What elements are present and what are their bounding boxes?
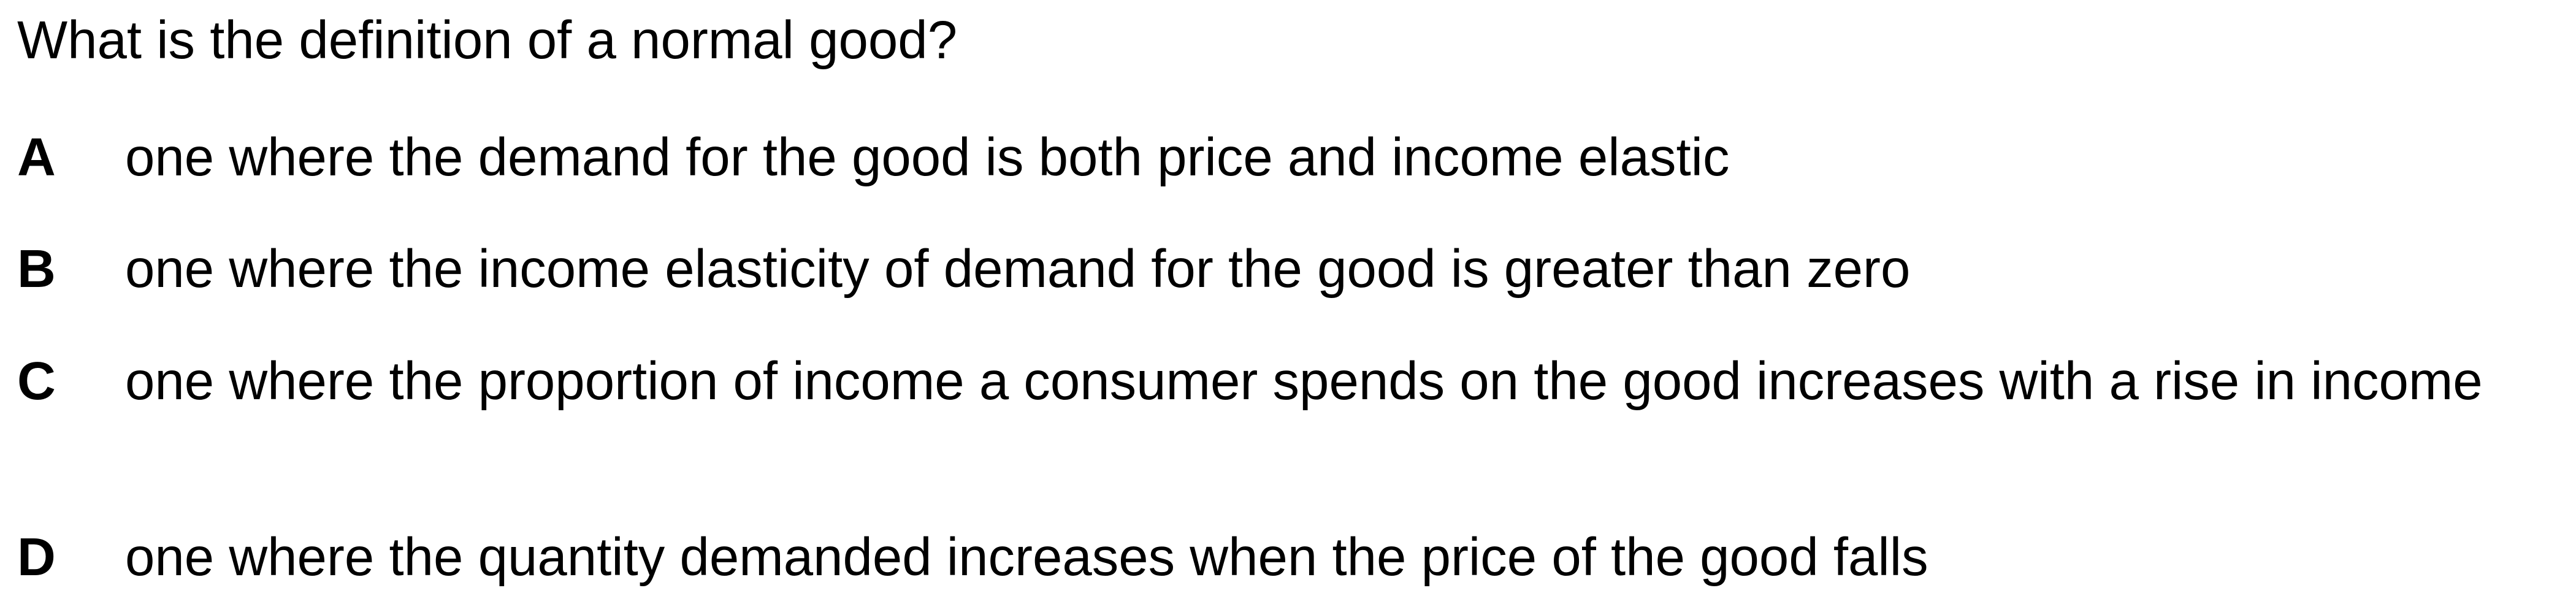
- question-text: What is the definition of a normal good?: [17, 10, 958, 70]
- option-text: one where the demand for the good is bot…: [125, 128, 1730, 187]
- option-letter: B: [17, 239, 56, 299]
- option-text: one where the proportion of income a con…: [125, 351, 2483, 411]
- option-text: one where the quantity demanded increase…: [125, 527, 1928, 587]
- option-letter: C: [17, 351, 56, 411]
- option-text: one where the income elasticity of deman…: [125, 239, 1911, 299]
- option-letter: A: [17, 128, 56, 187]
- option-letter: D: [17, 527, 56, 587]
